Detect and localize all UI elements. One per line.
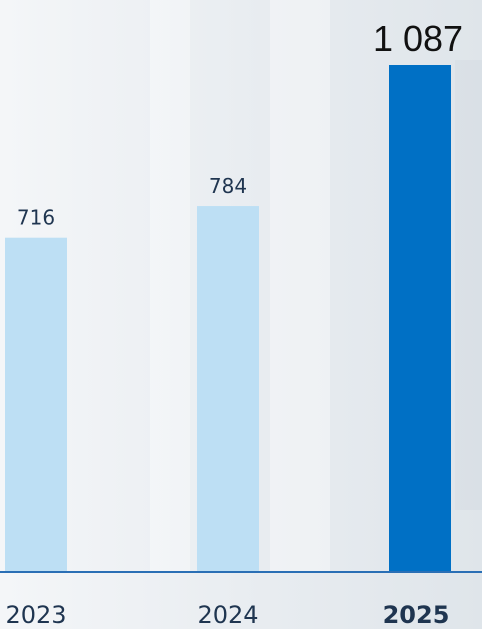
- x-tick-label: 2025: [383, 601, 450, 629]
- value-label: 1 087: [373, 18, 463, 59]
- x-tick-label: 2023: [5, 601, 66, 629]
- value-label: 784: [209, 174, 247, 198]
- background-windows: [150, 0, 482, 572]
- x-tick-label: 2024: [197, 601, 258, 629]
- bar: [389, 65, 451, 571]
- bar: [5, 237, 67, 571]
- bar: [197, 206, 259, 571]
- value-label: 716: [17, 206, 55, 230]
